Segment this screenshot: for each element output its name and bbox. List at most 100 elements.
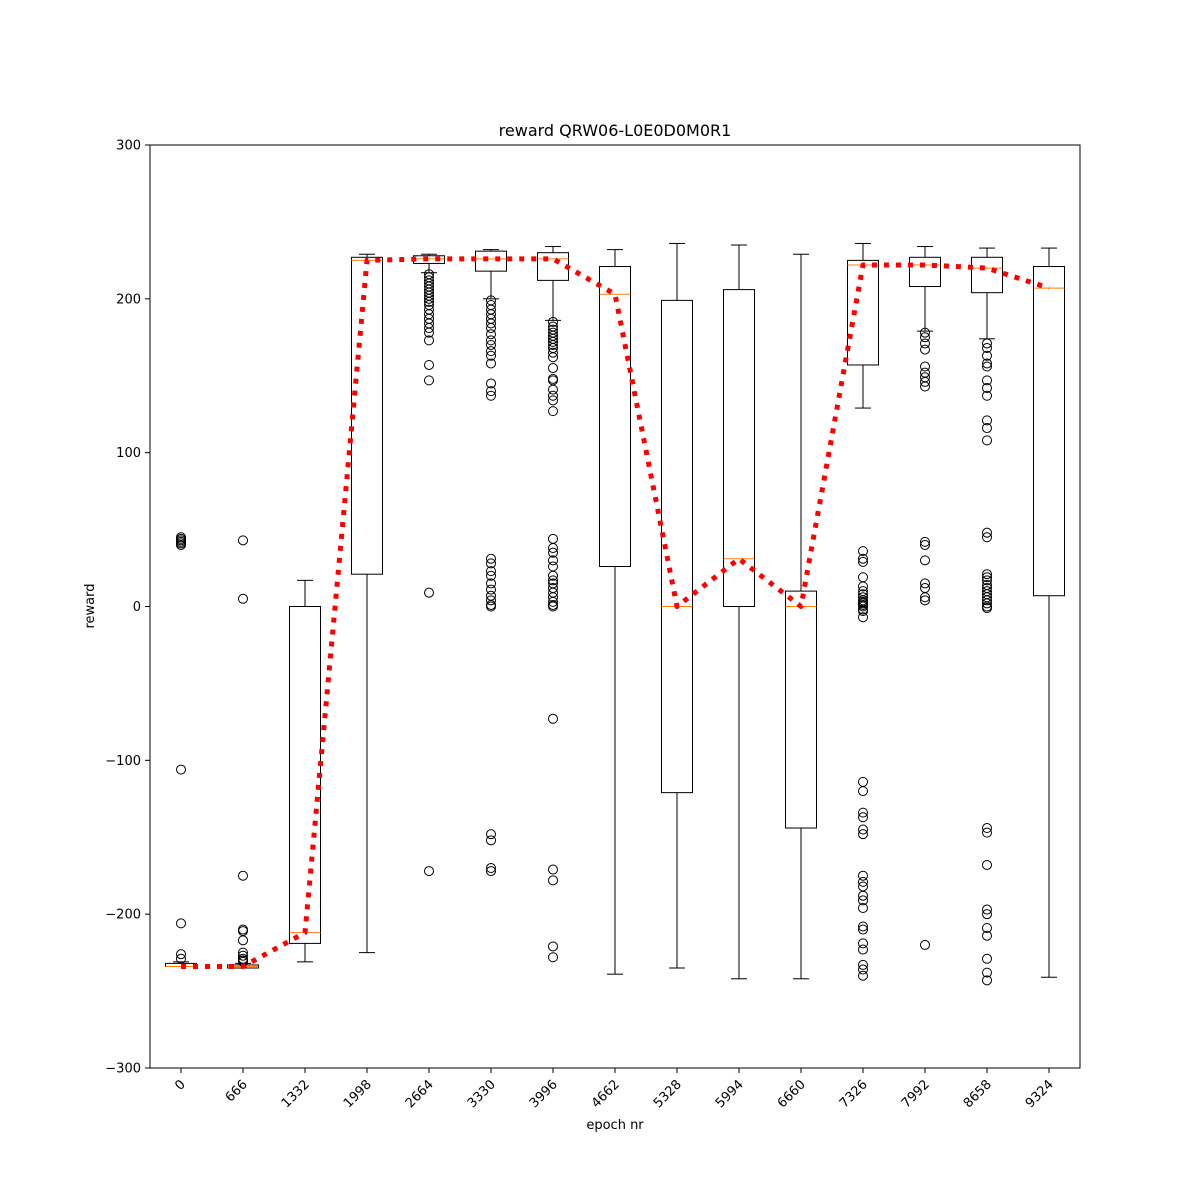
box-rect <box>723 289 755 607</box>
outlier-point <box>176 949 186 960</box>
outlier-point <box>982 923 992 934</box>
outlier-point <box>486 323 496 334</box>
y-tick-label: 200 <box>116 292 141 307</box>
outlier-point <box>486 866 496 877</box>
outlier-point <box>920 327 930 338</box>
outlier-point <box>424 293 434 304</box>
box-rect <box>475 250 507 272</box>
outlier-point <box>982 598 992 609</box>
outlier-point <box>982 361 992 372</box>
outlier-point <box>982 975 992 986</box>
outlier-point <box>858 824 868 835</box>
outlier-point <box>982 569 992 580</box>
outlier-point <box>548 952 558 963</box>
x-axis-label: epoch nr <box>586 1118 644 1133</box>
outlier-point <box>486 835 496 846</box>
outlier-point <box>238 935 248 946</box>
outlier-point <box>982 527 992 538</box>
outlier-point <box>858 964 868 975</box>
x-tick-label: 6660 <box>775 1077 809 1111</box>
outlier-point <box>858 938 868 949</box>
outlier-point <box>858 921 868 932</box>
outlier-point <box>858 776 868 787</box>
outlier-point <box>858 870 868 881</box>
outlier-point <box>486 584 496 595</box>
x-tick-label: 7992 <box>899 1077 933 1111</box>
y-tick-label: −100 <box>105 754 141 769</box>
outlier-point <box>858 903 868 914</box>
x-tick-label: 7326 <box>837 1077 871 1111</box>
outlier-point <box>424 323 434 334</box>
outlier-point <box>920 344 930 355</box>
y-axis-label: reward <box>83 583 98 628</box>
outlier-point <box>920 381 930 392</box>
outlier-point <box>486 829 496 840</box>
outlier-point <box>424 335 434 346</box>
outlier-point <box>548 875 558 886</box>
outlier-point <box>920 595 930 606</box>
x-tick-label: 1998 <box>341 1077 375 1111</box>
box-group <box>785 253 817 980</box>
outlier-point <box>858 812 868 823</box>
outlier-point <box>238 593 248 604</box>
outlier-point <box>920 578 930 589</box>
outlier-point <box>548 347 558 358</box>
outlier-point <box>858 944 868 955</box>
y-tick-label: 300 <box>116 139 141 154</box>
y-tick-label: −300 <box>105 1062 141 1077</box>
outlier-point <box>548 596 558 607</box>
x-tick-label: 4662 <box>589 1077 623 1111</box>
outlier-point <box>858 890 868 901</box>
box-group <box>537 246 569 963</box>
outlier-point <box>548 339 558 350</box>
outlier-point <box>548 395 558 406</box>
outlier-point <box>548 543 558 554</box>
outlier-point <box>424 375 434 386</box>
x-tick-label: 3330 <box>465 1077 499 1111</box>
box-group <box>413 253 445 877</box>
outlier-point <box>548 864 558 875</box>
outlier-point <box>548 363 558 374</box>
box-group <box>165 532 197 967</box>
outlier-point <box>920 536 930 547</box>
outlier-point <box>858 581 868 592</box>
outlier-point <box>858 924 868 935</box>
outlier-point <box>548 575 558 586</box>
outlier-point <box>486 358 496 369</box>
plot-layer <box>165 242 1065 986</box>
box-rect <box>661 299 693 794</box>
outlier-point <box>982 338 992 349</box>
outlier-point <box>982 859 992 870</box>
outlier-point <box>920 332 930 343</box>
outlier-point <box>920 338 930 349</box>
y-tick-label: 0 <box>133 600 141 615</box>
outlier-point <box>548 390 558 401</box>
outlier-point <box>238 870 248 881</box>
outlier-point <box>920 939 930 950</box>
outlier-point <box>486 386 496 397</box>
outlier-point <box>486 595 496 606</box>
outlier-point <box>858 556 868 567</box>
outlier-point <box>982 375 992 386</box>
y-tick-label: 100 <box>116 446 141 461</box>
outlier-point <box>424 327 434 338</box>
outlier-point <box>982 358 992 369</box>
box-group <box>723 244 755 980</box>
outlier-point <box>982 967 992 978</box>
outlier-point <box>920 376 930 387</box>
outlier-point <box>858 970 868 981</box>
box-rect <box>847 259 879 366</box>
box-rect <box>971 256 1003 294</box>
outlier-point <box>424 296 434 307</box>
outlier-point <box>982 435 992 446</box>
outlier-point <box>858 829 868 840</box>
box-rect <box>785 590 817 829</box>
outlier-point <box>486 553 496 564</box>
box-group <box>661 242 693 969</box>
outlier-point <box>548 561 558 572</box>
outlier-point <box>424 866 434 877</box>
outlier-point <box>486 335 496 346</box>
box-rect <box>289 606 321 944</box>
outlier-point <box>982 383 992 394</box>
outlier-point <box>982 909 992 920</box>
